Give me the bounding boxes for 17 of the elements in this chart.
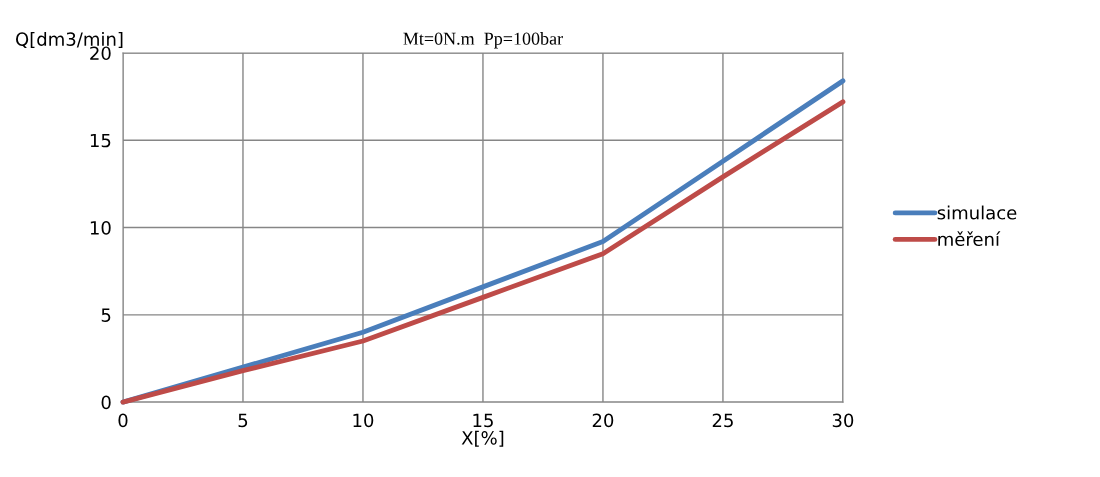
x-tick-label: 30 bbox=[832, 413, 854, 428]
x-tick-label: 15 bbox=[473, 413, 493, 428]
x-tick-label: 10 bbox=[353, 413, 374, 428]
chart-title: Mt=0N.m Pp=100bar bbox=[403, 32, 563, 49]
y-axis-title: Q[dm3/min] bbox=[16, 31, 123, 49]
legend-label: měření bbox=[938, 231, 1001, 247]
x-tick-label: 20 bbox=[592, 413, 614, 428]
x-tick-label: 5 bbox=[238, 413, 248, 428]
y-tick-label: 20 bbox=[90, 46, 111, 61]
x-axis-title: X[%] bbox=[461, 430, 504, 447]
x-tick-label: 25 bbox=[712, 413, 733, 428]
legend-label: simulace bbox=[937, 205, 1017, 220]
y-tick-label: 0 bbox=[101, 395, 111, 410]
y-tick-label: 10 bbox=[90, 220, 111, 235]
x-tick-label: 0 bbox=[118, 413, 128, 428]
y-tick-label: 15 bbox=[90, 133, 111, 148]
y-tick-label: 5 bbox=[101, 308, 111, 322]
